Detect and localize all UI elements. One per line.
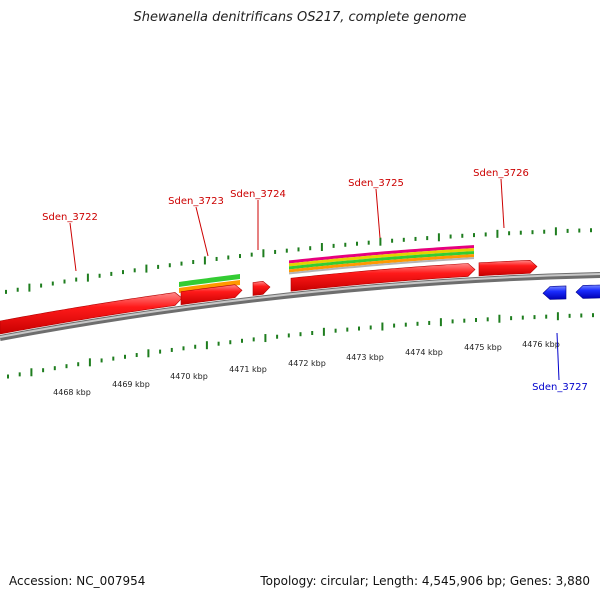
feature-band-green <box>179 274 240 287</box>
genome-summary: Topology: circular; Length: 4,545,906 bp… <box>260 574 590 588</box>
gene-leader-line <box>195 206 209 257</box>
accession-label: Accession: NC_007954 <box>9 574 146 588</box>
gene-label: Sden_3726 <box>473 168 529 179</box>
gene-leader-line <box>375 188 381 239</box>
gene-leader-line <box>69 222 77 272</box>
gene-track <box>0 259 600 335</box>
position-tick-label: 4473 kbp <box>346 353 384 362</box>
gene-arrow-forward <box>252 281 271 296</box>
feature-band-gray <box>289 257 474 275</box>
position-tick-label: 4475 kbp <box>464 343 502 352</box>
gene-arrow-forward <box>180 284 243 306</box>
gene-label: Sden_3727 <box>532 382 588 393</box>
gene-arrow-reverse <box>575 284 600 299</box>
gene-arrow-forward <box>290 263 476 292</box>
position-tick-label: 4469 kbp <box>112 380 150 389</box>
gene-arrow-reverse <box>542 285 567 300</box>
gene-label: Sden_3723 <box>168 196 224 207</box>
position-tick-label: 4468 kbp <box>53 388 91 397</box>
gene-label: Sden_3724 <box>230 189 286 200</box>
feature-band-green <box>289 251 474 270</box>
feature-tracks <box>179 245 474 293</box>
position-tick-label: 4474 kbp <box>405 348 443 357</box>
feature-band-orange <box>289 254 474 273</box>
gene-labels: Sden_3722 Sden_3723 Sden_3724 Sden_3725 Sden… <box>42 168 588 393</box>
backbone-highlight <box>0 273 600 338</box>
genome-backbone <box>0 272 600 341</box>
gene-label: Sden_3722 <box>42 212 98 223</box>
gene-leader-line <box>556 332 560 381</box>
feature-band-magenta <box>289 245 474 264</box>
position-tick-label: 4472 kbp <box>288 359 326 368</box>
backbone-line <box>0 272 600 341</box>
position-tick-label: 4476 kbp <box>522 340 560 349</box>
tick-marks <box>5 227 594 379</box>
gene-label: Sden_3725 <box>348 178 404 189</box>
position-tick-label: 4470 kbp <box>170 372 208 381</box>
gene-leader-line <box>500 178 505 229</box>
position-tick-label: 4471 kbp <box>229 365 267 374</box>
gene-arrow-forward <box>0 292 183 335</box>
map-title: Shewanella denitrificans OS217, complete… <box>133 10 467 25</box>
gene-arrow-forward <box>478 259 538 277</box>
tick-labels: 4468 kbp 4469 kbp 4470 kbp 4471 kbp 4472 kbp… <box>53 340 560 397</box>
feature-band-yellow <box>289 248 474 267</box>
